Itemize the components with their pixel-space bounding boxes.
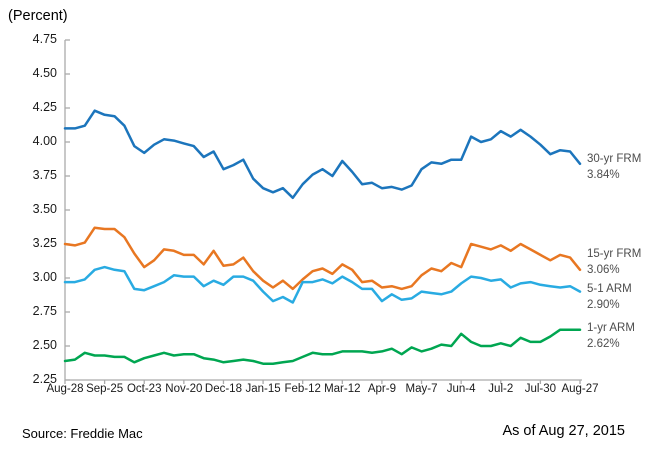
y-axis-label: 3.00	[32, 270, 57, 284]
series-line-5-1-arm	[63, 265, 582, 304]
y-axis-label: 3.25	[32, 236, 57, 250]
source-note: Source: Freddie Mac	[22, 426, 143, 441]
legend-15yr-frm-name: 15-yr FRM	[587, 248, 642, 260]
legend-30yr-frm-value: 3.84%	[587, 169, 620, 181]
y-axis-label: 4.25	[32, 100, 57, 114]
x-axis-label: May-7	[405, 383, 438, 395]
y-axis-label: 2.25	[32, 372, 57, 386]
y-axis-unit-label: (Percent)	[8, 8, 68, 24]
x-axis-label: Aug-27	[561, 383, 599, 395]
series-line-15-yr-frm	[63, 226, 582, 291]
legend-15yr-frm-value: 3.06%	[587, 264, 620, 276]
x-axis-label: Sep-25	[86, 383, 124, 395]
axis-lines	[64, 40, 582, 381]
x-axis-label: Apr-9	[367, 383, 396, 395]
x-axis-label: Feb-12	[284, 383, 321, 395]
x-axis-label: Dec-18	[204, 383, 242, 395]
x-axis-label: Jul-2	[488, 383, 514, 395]
x-axis-label: Jan-15	[245, 383, 281, 395]
x-axis-label: Nov-20	[165, 383, 203, 395]
x-axis-label: Jul-30	[524, 383, 557, 395]
y-axis-label: 4.50	[32, 66, 57, 80]
x-axis-label: Mar-12	[324, 383, 361, 395]
legend-5-1-arm-name: 5-1 ARM	[587, 283, 632, 295]
legend-1yr-arm-name: 1-yr ARM	[587, 322, 635, 334]
y-axis-label: 2.75	[32, 304, 57, 318]
y-axis-label: 2.50	[32, 338, 57, 352]
y-axis-label: 4.00	[32, 134, 57, 148]
legend-5-1-arm-value: 2.90%	[587, 299, 620, 311]
legend-15yr-frm: 15-yr FRM 3.06%	[587, 246, 641, 278]
x-axis-label: Jun-4	[446, 383, 476, 395]
legend-30yr-frm: 30-yr FRM 3.84%	[587, 151, 641, 183]
legend-1yr-arm: 1-yr ARM 2.62%	[587, 320, 635, 352]
series-line-30-yr-frm	[63, 109, 582, 200]
legend-1yr-arm-value: 2.62%	[587, 338, 620, 350]
y-axis-label: 4.75	[32, 32, 57, 46]
x-axis-label: Aug-28	[46, 383, 84, 395]
y-axis-label: 3.50	[32, 202, 57, 216]
y-axis-label: 3.75	[32, 168, 57, 182]
x-axis-label: Oct-23	[126, 383, 162, 395]
legend-5-1-arm: 5-1 ARM 2.90%	[587, 281, 632, 313]
legend-30yr-frm-name: 30-yr FRM	[587, 153, 642, 165]
as-of-date: As of Aug 27, 2015	[502, 423, 625, 439]
series-line-1-yr-arm	[63, 328, 582, 365]
